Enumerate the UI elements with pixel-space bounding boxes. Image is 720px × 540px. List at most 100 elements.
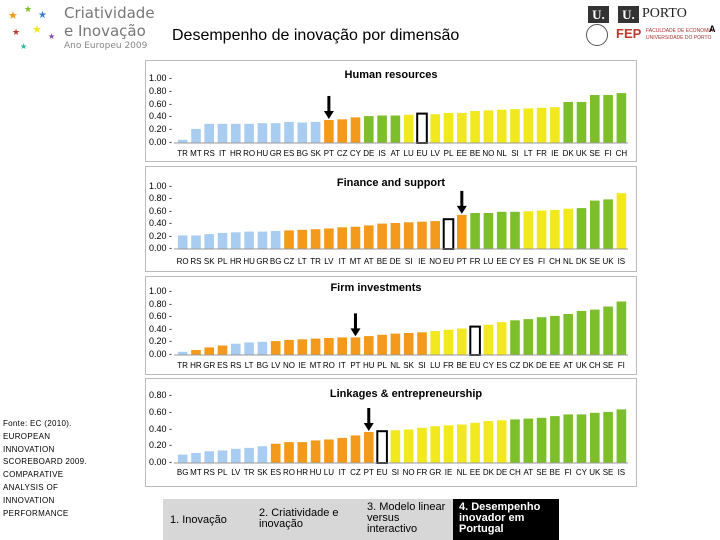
bar-si <box>510 109 520 143</box>
bar-bg <box>297 122 308 143</box>
bar-ch <box>510 419 520 463</box>
x-tick-label: FI <box>617 361 625 370</box>
bar-lt <box>297 229 308 249</box>
y-tick-label: 0.60 - <box>149 205 173 216</box>
bar-ro <box>177 235 188 249</box>
bar-uk <box>590 412 600 463</box>
faculdade-line-2: UNIVERSIDADE DO PORTO <box>646 35 712 41</box>
source-note: Fonte: EC (2010). EUROPEAN INNOVATION SC… <box>3 419 87 518</box>
x-tick-label: EE <box>549 361 561 370</box>
x-tick-label: SE <box>602 361 614 370</box>
step-2-label: 2. Criatividade e inovação <box>259 507 339 530</box>
x-tick-label: SI <box>511 149 519 158</box>
y-tick-label: 0.20 - <box>149 336 173 347</box>
bar-cz <box>284 230 294 249</box>
x-tick-label: IS <box>378 149 386 158</box>
step-3[interactable]: 3. Modelo linear versus interactivo <box>361 499 453 540</box>
step-2[interactable]: 2. Criatividade e inovação <box>253 499 353 540</box>
bar-sk <box>204 234 214 249</box>
y-tick-label: 1.00 - <box>149 181 173 191</box>
bar-at <box>364 225 374 249</box>
bar-hr <box>231 232 241 249</box>
bar-nl <box>390 333 401 355</box>
bar-gr <box>270 123 281 143</box>
svg-text:★: ★ <box>12 27 20 37</box>
x-tick-label: DE <box>496 468 508 477</box>
bar-pt <box>364 432 374 463</box>
bar-pl <box>443 112 454 143</box>
step-4-active[interactable]: 4. Desempenho inovador em Portugal <box>453 499 559 540</box>
bar-is <box>616 409 627 463</box>
bar-uk <box>576 102 587 143</box>
bar-ie <box>297 339 308 356</box>
bar-lv <box>324 228 334 249</box>
bar-ro <box>244 123 254 143</box>
x-tick-label: DE <box>363 149 375 158</box>
bar-rs <box>204 123 214 143</box>
x-tick-label: ES <box>522 257 534 266</box>
x-tick-label: CH <box>588 361 601 370</box>
x-tick-label: LT <box>523 149 533 158</box>
x-tick-label: LV <box>324 257 334 266</box>
x-tick-label: UK <box>575 361 588 370</box>
bar-cz <box>337 119 347 143</box>
x-tick-label: CY <box>509 257 521 266</box>
creativity-year-logo: ★ ★ ★ ★ ★ ★ ★ Criatividade e Inovação An… <box>4 2 164 52</box>
y-tick-label: 0.80 - <box>149 193 173 204</box>
bar-sk <box>257 446 268 464</box>
y-tick-label: 0.60 - <box>149 406 173 417</box>
bar-ie <box>550 107 560 143</box>
bar-tr <box>177 351 188 355</box>
x-tick-label: DK <box>562 149 574 158</box>
x-tick-label: HU <box>256 149 269 158</box>
bar-si <box>390 430 401 463</box>
x-tick-label: IE <box>444 468 453 477</box>
bar-fi <box>536 210 547 249</box>
y-tick-label: 0.40 - <box>149 423 173 434</box>
bar-eu <box>442 218 455 250</box>
bar-hu <box>244 231 254 249</box>
x-tick-label: FI <box>604 149 612 158</box>
x-tick-label: LU <box>483 257 494 266</box>
bar-es <box>496 322 507 355</box>
x-tick-label: NL <box>456 468 467 477</box>
bar-se <box>603 411 613 463</box>
chart-title: Finance and support <box>336 177 446 189</box>
x-tick-label: PL <box>217 257 228 266</box>
arrow-down-icon <box>350 328 361 337</box>
bar-fr <box>536 107 547 143</box>
bar-at <box>523 418 534 463</box>
x-tick-label: SE <box>589 257 601 266</box>
bar-be <box>550 416 560 463</box>
bar-cy <box>350 117 361 143</box>
bar-it <box>337 437 347 463</box>
x-tick-label: UK <box>589 468 601 477</box>
x-tick-label: BE <box>469 149 481 158</box>
x-tick-label: FI <box>564 468 572 477</box>
x-tick-label: CH <box>549 257 561 266</box>
bar-dk <box>483 421 494 463</box>
x-tick-label: HR <box>230 149 242 158</box>
x-tick-label: ES <box>283 149 295 158</box>
bar-lu <box>430 331 440 355</box>
bar-mt <box>310 338 321 355</box>
x-tick-label: NL <box>390 361 401 370</box>
x-tick-label: RO <box>176 257 189 266</box>
x-tick-label: BG <box>269 257 282 266</box>
x-tick-label: IE <box>551 149 559 158</box>
x-tick-label: LU <box>430 361 441 370</box>
x-tick-label: IS <box>617 257 626 266</box>
step-1[interactable]: 1. Inovação <box>163 499 248 540</box>
bar-tr <box>244 447 254 463</box>
bar-hr <box>297 442 308 463</box>
x-tick-label: IT <box>338 468 346 477</box>
x-tick-label: EU <box>416 149 428 158</box>
bar-it <box>337 337 347 355</box>
bar-rs <box>231 343 241 355</box>
bar-hu <box>257 123 268 143</box>
x-tick-label: EU <box>442 257 455 266</box>
y-tick-label: 0.20 - <box>149 440 173 451</box>
x-tick-label: DE <box>536 361 548 370</box>
bar-es <box>270 443 281 463</box>
bar-pl <box>377 334 387 355</box>
